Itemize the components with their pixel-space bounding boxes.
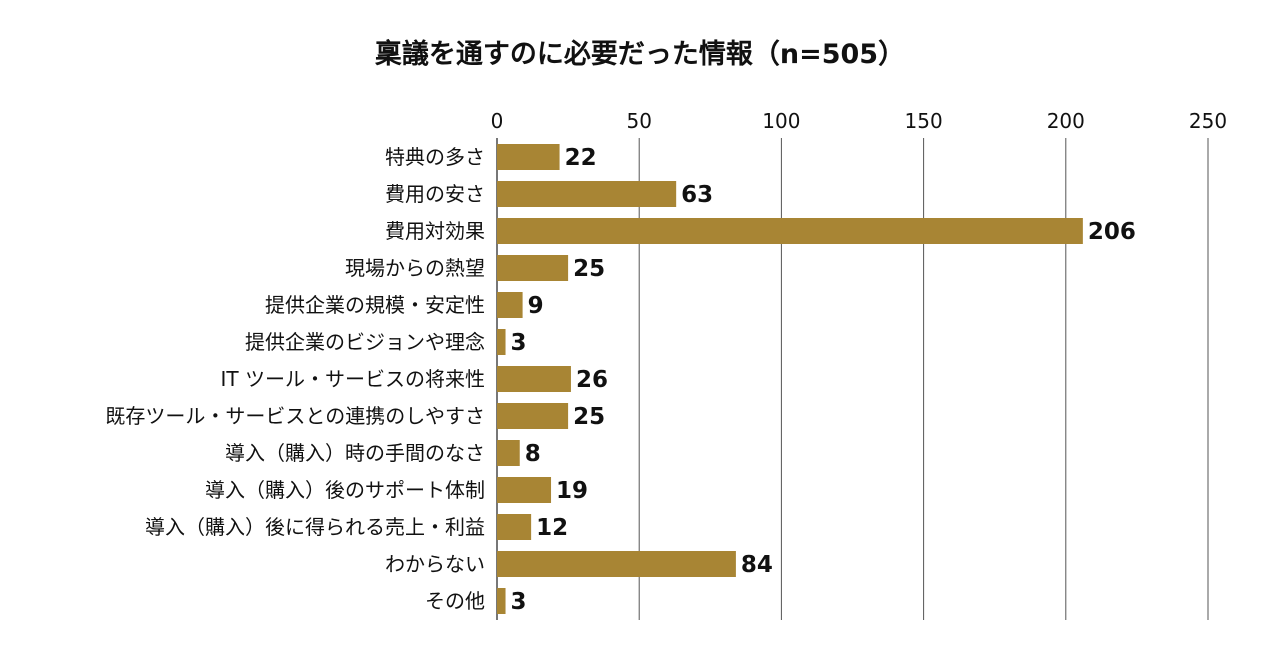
bar — [497, 181, 677, 207]
bar — [497, 440, 520, 466]
x-tick-label: 0 — [491, 109, 504, 133]
category-label: 導入（購入）時の手間のなさ — [225, 441, 485, 465]
x-tick-label: 200 — [1047, 109, 1085, 133]
value-label: 84 — [741, 552, 773, 578]
category-label: 提供企業のビジョンや理念 — [245, 330, 485, 354]
bar — [497, 292, 523, 318]
category-label: 導入（購入）後のサポート体制 — [205, 478, 485, 502]
category-label: 既存ツール・サービスとの連携のしやすさ — [105, 404, 485, 428]
x-tick-label: 100 — [762, 109, 800, 133]
value-label: 25 — [573, 256, 605, 282]
category-label: IT ツール・サービスの将来性 — [221, 367, 485, 391]
bar — [497, 255, 569, 281]
value-label: 206 — [1088, 219, 1136, 245]
chart-title: 稟議を通すのに必要だった情報（n=505） — [374, 39, 906, 70]
value-label: 19 — [556, 478, 588, 504]
value-label: 63 — [681, 182, 713, 208]
value-label: 25 — [573, 404, 605, 430]
value-label: 3 — [511, 589, 527, 615]
category-label: その他 — [425, 589, 485, 613]
x-tick-label: 150 — [905, 109, 943, 133]
category-labels: 特典の多さ費用の安さ費用対効果現場からの熱望提供企業の規模・安定性提供企業のビジ… — [105, 145, 485, 613]
x-tick-label: 50 — [626, 109, 651, 133]
category-label: 費用の安さ — [385, 182, 485, 206]
value-label: 3 — [511, 330, 527, 356]
category-label: 導入（購入）後に得られる売上・利益 — [145, 515, 485, 539]
bar — [497, 329, 506, 355]
value-label: 22 — [565, 145, 597, 171]
category-label: 費用対効果 — [385, 219, 485, 243]
value-label: 12 — [536, 515, 568, 541]
category-label: 現場からの熱望 — [345, 256, 485, 280]
x-axis-ticks: 0 50 100 150 200 250 — [491, 109, 1227, 133]
bar — [497, 477, 552, 503]
category-label: 提供企業の規模・安定性 — [265, 293, 485, 317]
value-label: 9 — [528, 293, 544, 319]
bar — [497, 588, 506, 614]
category-label: わからない — [385, 552, 485, 576]
value-label: 8 — [525, 441, 541, 467]
bar — [497, 218, 1083, 244]
value-label: 26 — [576, 367, 608, 393]
bar — [497, 144, 560, 170]
bar — [497, 403, 569, 429]
bar — [497, 551, 736, 577]
bar — [497, 514, 532, 540]
bar — [497, 366, 571, 392]
bars — [497, 144, 1083, 614]
category-label: 特典の多さ — [385, 145, 485, 169]
x-tick-label: 250 — [1189, 109, 1227, 133]
